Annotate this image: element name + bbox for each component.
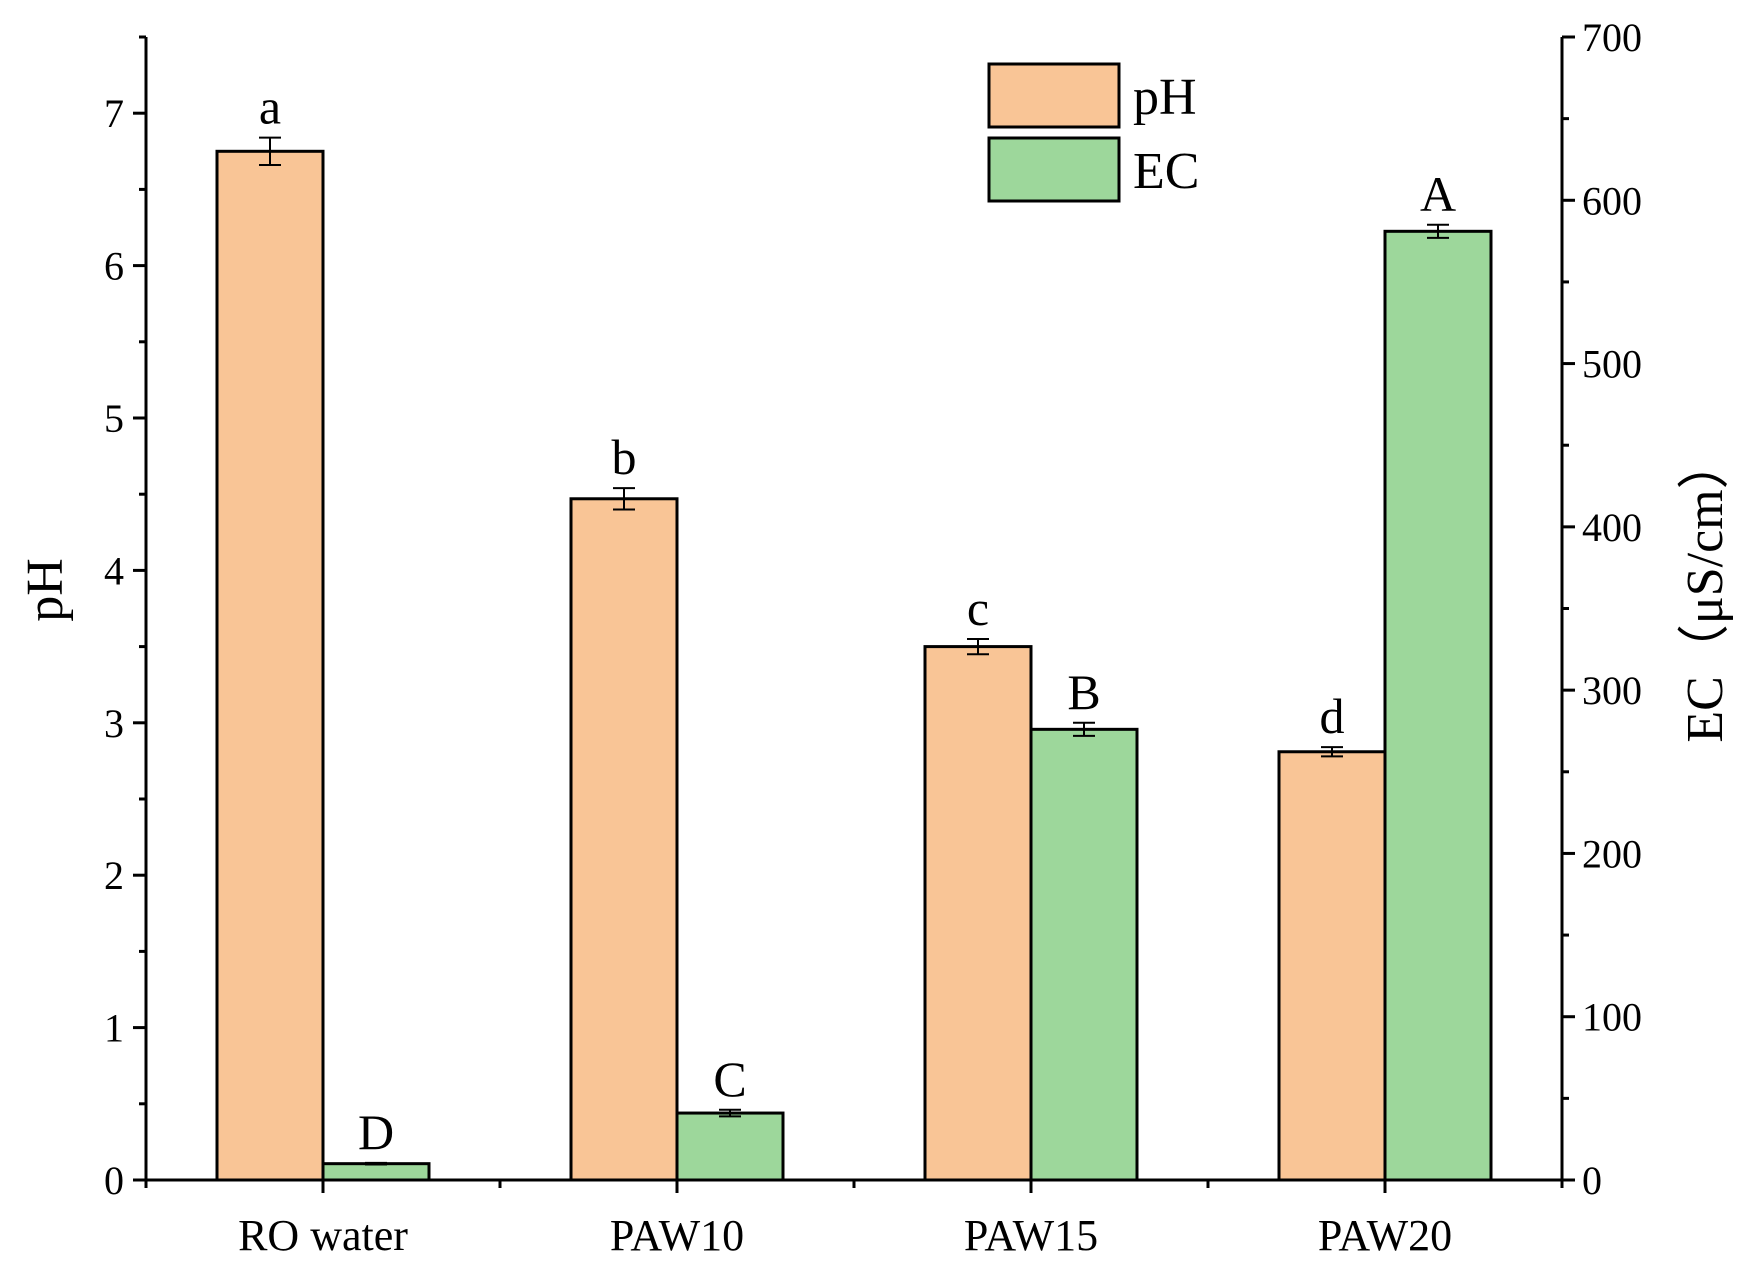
bar-ec-3 (1383, 229, 1493, 1182)
bar-ph-3 (1277, 750, 1387, 1182)
x-tick-label: PAW10 (610, 1211, 744, 1260)
legend-swatch-ph (987, 62, 1121, 129)
right-tick-label: 500 (1582, 342, 1642, 387)
legend-label-ph: pH (1133, 69, 1197, 126)
x-axis-ticks: RO water PAW10 PAW15 PAW20 (144, 1180, 1564, 1260)
right-tick-label: 300 (1582, 668, 1642, 713)
x-tick-label: RO water (238, 1211, 408, 1260)
legend-swatch-ec (987, 136, 1121, 203)
left-tick-label: 1 (104, 1006, 124, 1051)
bar-ec-2 (1029, 727, 1139, 1182)
significance-letter-ec-1: C (713, 1051, 746, 1107)
significance-letters-layer: a b c d D C B A (259, 79, 1456, 1160)
left-tick-label: 7 (104, 91, 124, 136)
significance-letter-ph-0: a (259, 79, 281, 135)
bar-ec-0 (321, 1162, 431, 1182)
legend: pH EC (987, 62, 1199, 203)
significance-letter-ph-1: b (612, 429, 637, 485)
right-tick-label: 200 (1582, 831, 1642, 876)
right-tick-label: 100 (1582, 995, 1642, 1040)
right-tick-label: 600 (1582, 178, 1642, 223)
left-axis-ticks: 0 1 2 3 4 5 6 7 (104, 35, 146, 1203)
bar-ph-1 (569, 497, 679, 1182)
bar-ph-0 (215, 149, 325, 1182)
left-tick-label: 3 (104, 701, 124, 746)
right-tick-label: 0 (1582, 1158, 1602, 1203)
significance-letter-ec-3: A (1420, 166, 1456, 222)
left-tick-label: 5 (104, 396, 124, 441)
significance-letter-ec-0: D (358, 1104, 394, 1160)
y-axis-title-right: EC（μS/cm） (1677, 437, 1734, 742)
right-axis-ticks: 0 100 200 300 400 500 600 700 (1562, 15, 1642, 1203)
x-tick-label: PAW20 (1318, 1211, 1452, 1260)
y-axis-title-left: pH (17, 558, 74, 622)
significance-letter-ph-2: c (967, 580, 989, 636)
left-tick-label: 6 (104, 244, 124, 289)
right-tick-label: 700 (1582, 15, 1642, 60)
significance-letter-ph-3: d (1320, 688, 1345, 744)
significance-letter-ec-2: B (1067, 664, 1100, 720)
left-tick-label: 4 (104, 548, 124, 593)
bars-layer (215, 149, 1493, 1182)
left-tick-label: 0 (104, 1158, 124, 1203)
bar-ec-1 (675, 1111, 785, 1182)
legend-label-ec: EC (1133, 143, 1199, 200)
errorbars-layer (259, 136, 1449, 1166)
left-tick-label: 2 (104, 853, 124, 898)
bar-ph-2 (923, 645, 1033, 1182)
x-tick-label: PAW15 (964, 1211, 1098, 1260)
right-tick-label: 400 (1582, 505, 1642, 550)
